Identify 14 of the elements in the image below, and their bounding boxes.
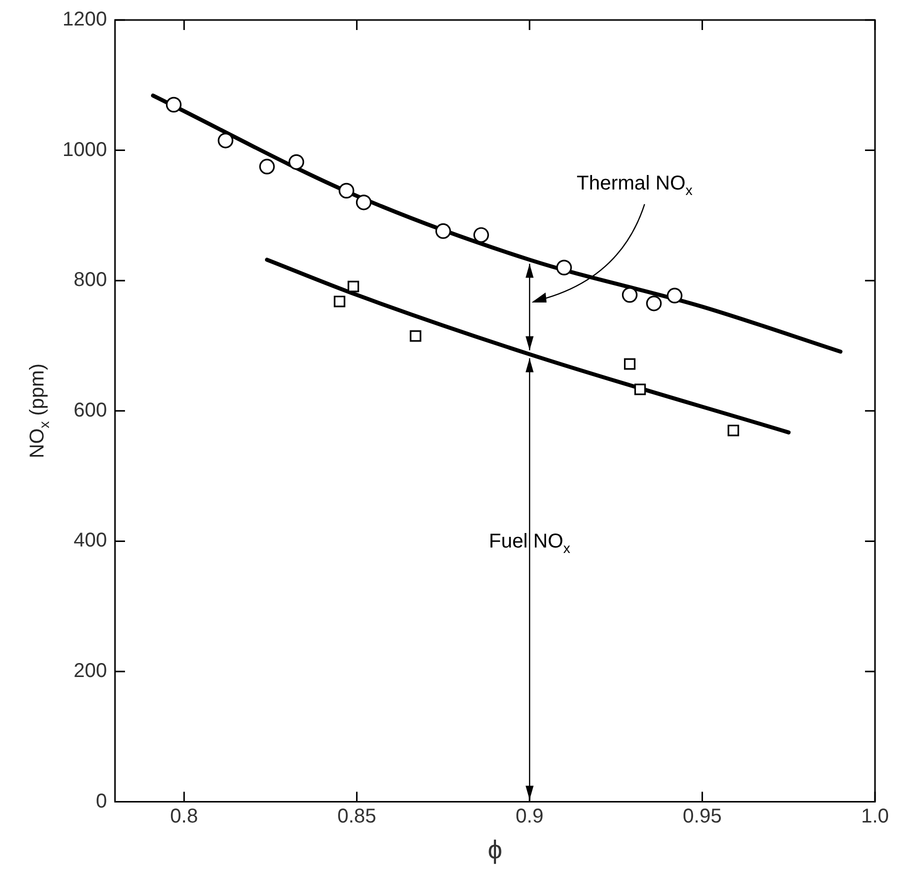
y-tick-label: 0 — [96, 790, 107, 812]
x-tick-label: 0.85 — [337, 805, 376, 828]
y-tick-label: 400 — [74, 530, 107, 552]
y-tick-label: 600 — [74, 399, 107, 422]
x-tick-label: 0.8 — [170, 805, 198, 828]
y-tick-label: 800 — [74, 269, 107, 292]
y-tick-label: 1200 — [62, 8, 107, 31]
x-axis-title: ϕ — [488, 834, 502, 865]
y-tick-label: 200 — [74, 660, 107, 682]
x-tick-label: 1.0 — [861, 805, 889, 828]
x-tick-label: 0.9 — [516, 805, 544, 828]
y-axis-title: NOx (ppm) — [26, 363, 52, 458]
x-tick-label: 0.95 — [682, 805, 722, 828]
y-tick-label: 1000 — [62, 138, 107, 161]
